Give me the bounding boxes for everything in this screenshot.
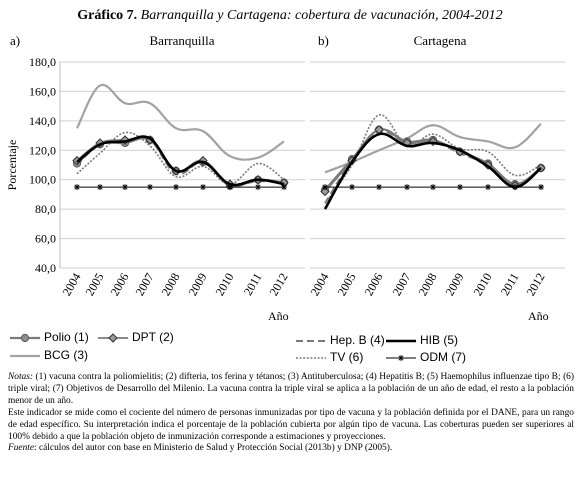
- series-tv: [76, 131, 285, 185]
- data-point-dpt: [320, 186, 330, 197]
- figure-title: Gráfico 7. Barranquilla y Cartagena: cob…: [0, 8, 580, 24]
- series-line-bcg: [324, 122, 542, 174]
- source-text: : cálculos del autor con base en Ministe…: [34, 443, 393, 454]
- data-point-odm: [512, 184, 518, 191]
- x-tick-label: 2011: [241, 271, 265, 298]
- series-hib: [76, 135, 285, 187]
- x-tick-label: 2004: [307, 271, 331, 299]
- x-tick-label: 2010: [470, 271, 494, 299]
- data-point-odm: [281, 184, 287, 191]
- y-tick-label: 40,0: [35, 261, 56, 275]
- legend-label-odm: ODM (7): [420, 350, 466, 364]
- data-point-odm: [227, 184, 233, 191]
- x-tick-label: 2009: [442, 271, 466, 299]
- data-point-odm: [349, 184, 355, 191]
- data-point-odm: [457, 184, 463, 191]
- y-tick-label: 80,0: [35, 202, 56, 216]
- x-axis-label: Año: [528, 309, 549, 323]
- legend-marker-odm: [398, 355, 404, 361]
- data-point-odm: [122, 184, 128, 191]
- indicator-paragraph: Este indicador se mide como el cociente …: [8, 407, 574, 442]
- x-tick-label: 2005: [82, 271, 106, 299]
- data-point-odm: [147, 184, 153, 191]
- x-tick-label: 2004: [59, 271, 83, 299]
- y-tick-label: 180,0: [29, 55, 56, 69]
- data-point-odm: [376, 184, 382, 191]
- series-line-bcg: [76, 83, 285, 161]
- data-point-odm: [173, 184, 179, 191]
- chart-title: Barranquilla: [150, 33, 215, 48]
- y-tick-label: 60,0: [35, 232, 56, 246]
- source-paragraph: Fuente: cálculos del autor con base en M…: [8, 443, 574, 455]
- data-point-odm: [74, 184, 80, 191]
- figure-caption: Barranquilla y Cartagena: cobertura de v…: [140, 8, 503, 23]
- x-tick-label: 2011: [498, 271, 522, 298]
- x-tick-label: 2010: [212, 271, 236, 299]
- series-odm: [74, 184, 287, 191]
- data-point-odm: [322, 184, 328, 191]
- data-point-odm: [430, 184, 436, 191]
- notes-text: (1) vacuna contra la poliomielitis; (2) …: [8, 372, 574, 406]
- chart-barranquilla: a) Barranquilla 40,0 60,0 80,0 100,0 120,0 140,…: [5, 33, 305, 323]
- notes-label: Notas:: [8, 372, 34, 382]
- data-point-odm: [485, 184, 491, 191]
- x-axis-label: Año: [268, 309, 289, 323]
- series-line-hib: [76, 135, 285, 187]
- legend-label-tv: TV (6): [330, 350, 364, 364]
- source-label: Fuente: [8, 443, 35, 454]
- y-tick-label: 100,0: [29, 173, 56, 187]
- data-point-odm: [200, 184, 206, 191]
- data-point-odm: [255, 184, 261, 191]
- data-point-dpt: [198, 155, 208, 166]
- data-point-dpt: [120, 135, 130, 145]
- data-point-odm: [97, 184, 103, 191]
- x-tick-label: 2008: [415, 271, 439, 299]
- x-tick-label: 2007: [132, 271, 156, 299]
- panel-label: b): [318, 33, 329, 48]
- x-tick-label: 2006: [107, 271, 131, 299]
- x-tick-label: 2012: [266, 271, 290, 299]
- series-line-tv: [76, 131, 285, 185]
- x-tick-label: 2005: [334, 271, 358, 299]
- series-bcg: [324, 122, 542, 174]
- figure-notes: Notas: (1) vacuna contra la poliomieliti…: [8, 372, 574, 455]
- legend-label-bcg: BCG (3): [44, 348, 89, 362]
- y-tick-label: 140,0: [29, 114, 56, 128]
- y-axis-label: Porcentaje: [5, 140, 19, 191]
- chart-title: Cartagena: [414, 33, 467, 48]
- data-point-dpt: [95, 138, 105, 148]
- y-tick-label: 120,0: [29, 143, 56, 157]
- series-line-hib: [323, 132, 542, 210]
- x-tick-label: 2008: [158, 271, 182, 299]
- x-tick-label: 2012: [523, 271, 547, 299]
- charts-area: a) Barranquilla 40,0 60,0 80,0 100,0 120,0 140,…: [5, 33, 565, 323]
- notes-paragraph: Notas: (1) vacuna contra la poliomieliti…: [8, 372, 574, 408]
- data-point-odm: [404, 184, 410, 191]
- panel-label: a): [10, 33, 20, 48]
- series-bcg: [76, 83, 285, 161]
- y-tick-label: 160,0: [29, 84, 56, 98]
- series-hib: [323, 132, 542, 210]
- x-tick-label: 2007: [389, 271, 413, 299]
- x-tick-label: 2006: [361, 271, 385, 299]
- figure-label: Gráfico 7.: [77, 8, 138, 23]
- data-point-odm: [538, 184, 544, 191]
- series-odm: [322, 184, 544, 191]
- x-tick-label: 2009: [185, 271, 209, 299]
